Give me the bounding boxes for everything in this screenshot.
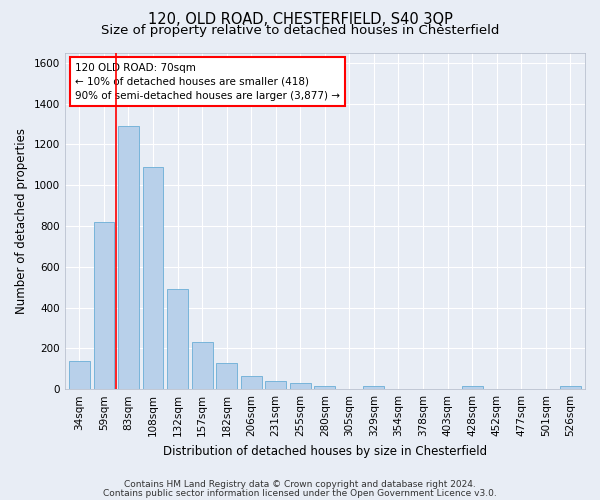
Bar — [143, 167, 163, 389]
Bar — [314, 386, 335, 389]
Bar — [94, 222, 115, 389]
Bar — [265, 382, 286, 389]
Text: Contains public sector information licensed under the Open Government Licence v3: Contains public sector information licen… — [103, 488, 497, 498]
Text: 120 OLD ROAD: 70sqm
← 10% of detached houses are smaller (418)
90% of semi-detac: 120 OLD ROAD: 70sqm ← 10% of detached ho… — [75, 62, 340, 100]
Bar — [118, 126, 139, 389]
X-axis label: Distribution of detached houses by size in Chesterfield: Distribution of detached houses by size … — [163, 444, 487, 458]
Bar — [560, 386, 581, 389]
Bar — [191, 342, 212, 389]
Bar — [167, 289, 188, 389]
Text: 120, OLD ROAD, CHESTERFIELD, S40 3QP: 120, OLD ROAD, CHESTERFIELD, S40 3QP — [148, 12, 452, 28]
Bar — [69, 360, 90, 389]
Text: Size of property relative to detached houses in Chesterfield: Size of property relative to detached ho… — [101, 24, 499, 37]
Bar — [290, 384, 311, 389]
Bar — [461, 386, 482, 389]
Bar — [241, 376, 262, 389]
Text: Contains HM Land Registry data © Crown copyright and database right 2024.: Contains HM Land Registry data © Crown c… — [124, 480, 476, 489]
Y-axis label: Number of detached properties: Number of detached properties — [15, 128, 28, 314]
Bar — [216, 362, 237, 389]
Bar — [364, 386, 385, 389]
